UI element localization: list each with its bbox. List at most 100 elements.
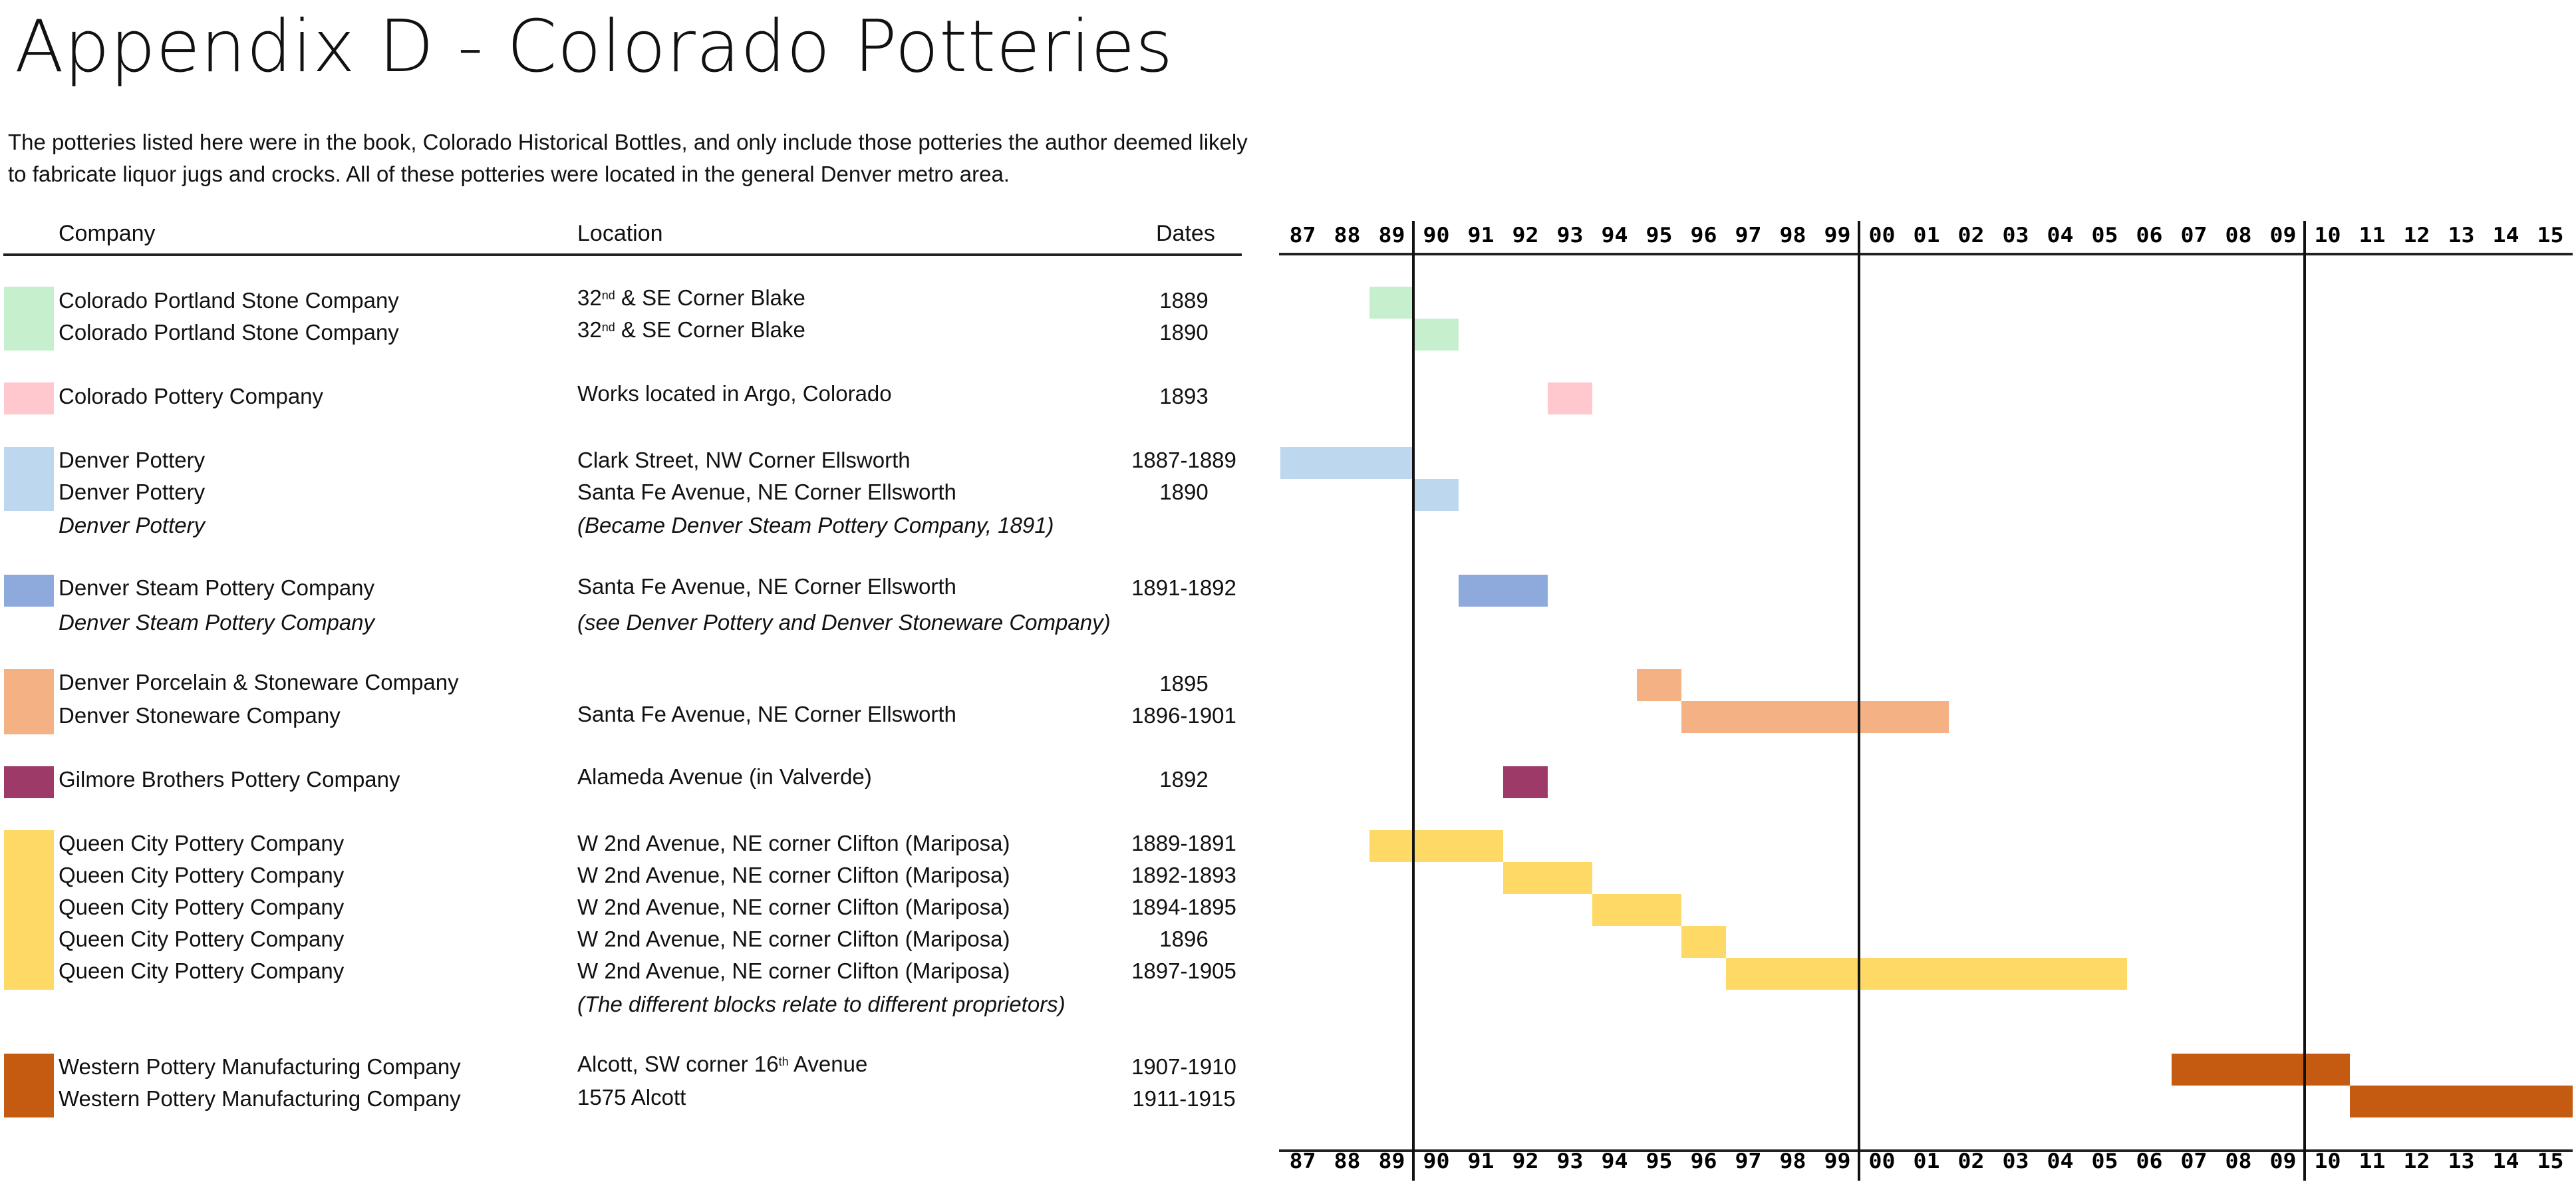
company-cell: Colorado Portland Stone Company [59, 288, 399, 313]
dates-cell: 1892-1893 [1131, 863, 1236, 887]
year-label: 09 [2270, 1149, 2297, 1173]
company-cell: Colorado Portland Stone Company [59, 320, 399, 345]
company-cell: Queen City Pottery Company [59, 959, 345, 983]
company-cell: Denver Steam Pottery Company [59, 575, 375, 600]
dates-header: Dates [1156, 221, 1215, 246]
location-cell: W 2nd Avenue, NE corner Clifton (Maripos… [577, 831, 1010, 855]
timeline-bar [2172, 1054, 2350, 1086]
timeline-bar [1414, 319, 1459, 351]
year-label: 10 [2315, 1149, 2341, 1173]
year-label: 09 [2270, 223, 2297, 247]
year-label: 95 [1646, 1149, 1673, 1173]
year-label: 99 [1824, 1149, 1851, 1173]
company-cell: Queen City Pottery Company [59, 927, 345, 951]
year-label: 04 [2047, 1149, 2074, 1173]
swatch-denver-stoneware [4, 669, 54, 734]
year-label: 88 [1334, 223, 1361, 247]
dates-cell: 1893 [1159, 384, 1209, 408]
dates-cell: 1896 [1159, 927, 1209, 951]
year-label: 13 [2448, 223, 2475, 247]
location-note: (see Denver Pottery and Denver Stoneware… [577, 610, 1111, 635]
location-cell: 32nd & SE Corner Blake [577, 317, 805, 342]
dates-cell: 1891-1892 [1131, 575, 1236, 600]
year-label: 06 [2136, 1149, 2163, 1173]
intro-line: to fabricate liquor jugs and crocks. All… [8, 162, 1010, 186]
location-note: (The different blocks relate to differen… [577, 992, 1066, 1016]
location-cell: Alameda Avenue (in Valverde) [577, 764, 872, 789]
year-label: 08 [2225, 1149, 2252, 1173]
year-label: 01 [1914, 1149, 1940, 1173]
swatch-denver-steam [4, 575, 54, 607]
dates-cell: 1911-1915 [1132, 1086, 1236, 1111]
year-label: 90 [1423, 1149, 1450, 1173]
timeline-bar [2350, 1086, 2573, 1117]
year-label: 07 [2181, 1149, 2208, 1173]
year-label: 03 [2003, 223, 2029, 247]
company-cell: Queen City Pottery Company [59, 863, 345, 887]
company-cell: Denver Porcelain & Stoneware Company [59, 670, 459, 694]
timeline-bar [1280, 447, 1414, 479]
company-cell: Denver Pottery [59, 480, 206, 504]
location-cell: Alcott, SW corner 16th Avenue [577, 1052, 868, 1076]
year-label: 95 [1646, 223, 1673, 247]
swatch-queen-city [4, 830, 54, 990]
dates-cell: 1889-1891 [1131, 831, 1236, 855]
year-label: 91 [1468, 223, 1495, 247]
year-label: 93 [1557, 1149, 1584, 1173]
company-header: Company [59, 221, 156, 246]
year-label: 89 [1379, 223, 1405, 247]
dates-cell: 1892 [1159, 767, 1209, 792]
location-cell: Santa Fe Avenue, NE Corner Ellsworth [577, 702, 956, 726]
year-label: 07 [2181, 223, 2208, 247]
year-label: 03 [2003, 1149, 2029, 1173]
swatch-gilmore [4, 766, 54, 798]
year-label: 08 [2225, 223, 2252, 247]
company-cell: Queen City Pottery Company [59, 895, 345, 919]
swatch-colorado-pottery [4, 382, 54, 414]
year-label: 96 [1691, 223, 1717, 247]
year-label: 00 [1869, 223, 1896, 247]
location-cell: Santa Fe Avenue, NE Corner Ellsworth [577, 574, 956, 599]
year-label: 12 [2404, 1149, 2430, 1173]
year-label: 13 [2448, 1149, 2475, 1173]
intro-paragraph: The potteries listed here were in the bo… [8, 126, 1338, 190]
company-cell: Denver Steam Pottery Company [59, 610, 375, 635]
location-header: Location [577, 221, 663, 246]
swatch-denver-pottery [4, 447, 54, 511]
year-label: 92 [1512, 1149, 1539, 1173]
location-cell: 1575 Alcott [577, 1085, 686, 1110]
year-label: 00 [1869, 1149, 1896, 1173]
timeline-bar [1681, 701, 1949, 733]
year-label: 11 [2359, 1149, 2386, 1173]
year-label: 98 [1780, 1149, 1806, 1173]
location-cell: Clark Street, NW Corner Ellsworth [577, 448, 911, 472]
location-cell: Works located in Argo, Colorado [577, 381, 892, 406]
year-label: 96 [1691, 1149, 1717, 1173]
company-cell: Denver Pottery [59, 448, 206, 472]
year-label: 11 [2359, 223, 2386, 247]
company-cell: Western Pottery Manufacturing Company [59, 1086, 461, 1111]
timeline-bar [1503, 766, 1548, 798]
header-rule [3, 253, 1242, 256]
dates-cell: 1897-1905 [1131, 959, 1236, 983]
location-cell: W 2nd Avenue, NE corner Clifton (Maripos… [577, 863, 1010, 887]
location-cell: W 2nd Avenue, NE corner Clifton (Maripos… [577, 959, 1010, 983]
year-label: 04 [2047, 223, 2074, 247]
timeline-bar [1681, 926, 1726, 958]
timeline-bar [1726, 958, 2127, 990]
company-cell: Gilmore Brothers Pottery Company [59, 767, 400, 792]
timeline-bar [1637, 669, 1681, 701]
dates-cell: 1894-1895 [1131, 895, 1236, 919]
year-label: 14 [2493, 223, 2519, 247]
timeline-bar [1503, 862, 1592, 894]
company-cell: Colorado Pottery Company [59, 384, 324, 408]
year-label: 87 [1290, 1149, 1316, 1173]
year-label: 12 [2404, 223, 2430, 247]
year-label: 99 [1824, 223, 1851, 247]
year-label: 97 [1735, 1149, 1762, 1173]
dates-cell: 1890 [1159, 320, 1209, 345]
location-cell: 32nd & SE Corner Blake [577, 285, 805, 310]
timeline-bar [1459, 575, 1548, 607]
year-label: 94 [1602, 1149, 1628, 1173]
year-label: 90 [1423, 223, 1450, 247]
